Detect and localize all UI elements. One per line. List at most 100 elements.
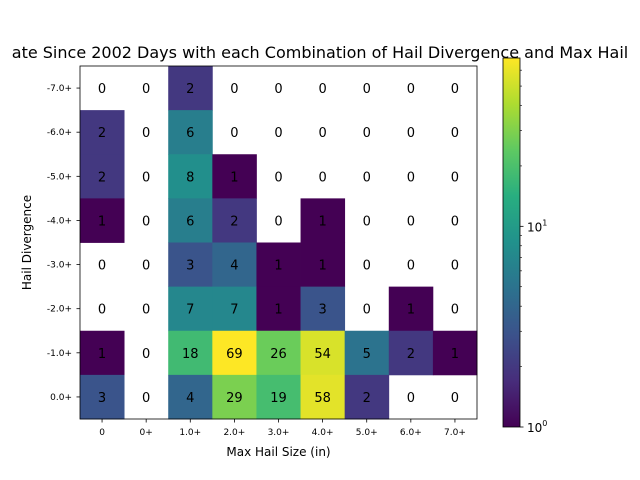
x-tick-label: 7.0+	[444, 428, 466, 438]
cell-value-labels: 0 0 2 0 0 0 0 0 02 0 6 0 0 0 0 0 02 0 8 1 0 0 0 0 01 0 6 2 0 1 0 0 00 0 3 4…	[98, 82, 459, 406]
cell-value-label: 0	[451, 259, 459, 274]
heatmap-cell	[212, 374, 257, 420]
heatmap-cell	[80, 154, 125, 199]
cell-value-label: 1	[451, 347, 459, 362]
y-tick-label: -1.0+	[47, 349, 72, 359]
cell-value-label: 19	[270, 391, 287, 406]
heatmap-cell	[80, 110, 125, 155]
heatmap-cell	[168, 154, 213, 199]
cell-value-label: 0	[98, 303, 106, 318]
cell-value-label: 0	[363, 303, 371, 318]
x-axis-label: Max Hail Size (in)	[226, 445, 330, 459]
cell-value-label: 0	[451, 303, 459, 318]
x-tick-label: 4.0+	[312, 428, 334, 438]
cell-value-label: 3	[318, 303, 326, 318]
cell-value-label: 2	[98, 126, 106, 141]
cell-value-label: 58	[314, 391, 331, 406]
colorbar-tick-label: 101	[527, 218, 547, 234]
x-tick-label: 1.0+	[179, 428, 201, 438]
cell-value-label: 0	[230, 126, 238, 141]
y-tick-label: -2.0+	[47, 305, 72, 315]
y-tick-label: -4.0+	[47, 216, 72, 226]
cell-value-label: 0	[363, 214, 371, 229]
cell-value-label: 0	[407, 259, 415, 274]
cell-value-label: 0	[407, 126, 415, 141]
cell-value-label: 2	[186, 82, 194, 97]
y-tick-label: -5.0+	[47, 172, 72, 182]
heatmap-cell	[300, 198, 346, 243]
cell-value-label: 1	[274, 259, 282, 274]
heatmap-cell	[256, 286, 301, 332]
y-tick-label: 0.0+	[50, 393, 72, 403]
cell-value-label: 0	[142, 82, 150, 97]
y-tick-label: -7.0+	[47, 84, 72, 94]
heatmap-cell	[80, 374, 125, 420]
x-tick-label: 5.0+	[356, 428, 378, 438]
colorbar-frame	[502, 57, 521, 428]
cell-value-label: 26	[270, 347, 287, 362]
x-tick-label: 6.0+	[400, 428, 422, 438]
heatmap-cell	[168, 110, 213, 155]
cell-value-label: 0	[142, 214, 150, 229]
cell-value-label: 6	[186, 126, 194, 141]
cell-value-label: 0	[98, 82, 106, 97]
cell-value-label: 0	[363, 259, 371, 274]
y-axis-label: Hail Divergence	[20, 195, 34, 290]
cell-value-label: 54	[314, 347, 331, 362]
heatmap-cell	[168, 198, 213, 243]
cell-value-label: 0	[318, 82, 326, 97]
cell-value-label: 0	[407, 82, 415, 97]
cell-value-label: 69	[226, 347, 243, 362]
heatmap-cell	[168, 330, 213, 376]
chart-title: ate Since 2002 Days with each Combinatio…	[12, 43, 628, 62]
cell-value-label: 1	[98, 347, 106, 362]
cell-value-label: 8	[186, 170, 194, 185]
cell-value-label: 0	[363, 126, 371, 141]
heatmap-cell	[388, 330, 434, 376]
heatmap-cell	[432, 330, 478, 376]
cell-value-label: 0	[274, 126, 282, 141]
cell-value-label: 1	[274, 303, 282, 318]
cell-value-label: 7	[186, 303, 194, 318]
cell-value-label: 0	[451, 214, 459, 229]
cell-value-label: 2	[407, 347, 415, 362]
heatmap-cell	[300, 374, 346, 420]
cell-value-label: 0	[142, 259, 150, 274]
cell-value-label: 1	[318, 214, 326, 229]
cell-value-label: 2	[230, 214, 238, 229]
y-axis-ticks: -7.0+ -6.0+ -5.0+ -4.0+ -3.0+ -2.0+ -1.0+ 0.0+	[47, 84, 80, 403]
heatmap-cell	[168, 66, 213, 111]
cell-value-label: 29	[226, 391, 243, 406]
heatmap-cell	[256, 242, 301, 288]
cell-value-label: 0	[274, 170, 282, 185]
heatmap-cell	[344, 374, 390, 420]
cell-value-label: 1	[230, 170, 238, 185]
y-tick-label: -6.0+	[47, 128, 72, 138]
heatmap-cell	[168, 374, 213, 420]
cell-value-label: 0	[274, 214, 282, 229]
y-tick-label: -3.0+	[47, 261, 72, 271]
cell-value-label: 0	[363, 170, 371, 185]
heatmap-cell	[300, 286, 346, 332]
cell-value-label: 5	[363, 347, 371, 362]
x-tick-label: 3.0+	[268, 428, 290, 438]
heatmap-cell	[212, 286, 257, 332]
cell-value-label: 0	[451, 170, 459, 185]
cell-value-label: 0	[142, 391, 150, 406]
cell-value-label: 4	[230, 259, 238, 274]
cell-value-label: 0	[451, 126, 459, 141]
heatmap-cells	[80, 66, 478, 420]
heatmap-cell	[256, 330, 301, 376]
cell-value-label: 2	[363, 391, 371, 406]
colorbar-tick-label: 100	[527, 419, 547, 435]
x-tick-label: 0+	[140, 428, 153, 438]
cell-value-label: 0	[318, 170, 326, 185]
cell-value-label: 3	[186, 259, 194, 274]
heatmap-cell	[256, 374, 301, 420]
cell-value-label: 0	[363, 82, 371, 97]
heatmap-cell	[168, 242, 213, 288]
cell-value-label: 0	[274, 82, 282, 97]
x-axis-ticks: 0 0+ 1.0+ 2.0+ 3.0+ 4.0+ 5.0+ 6.0+ 7.0+	[99, 419, 466, 438]
cell-value-label: 0	[142, 170, 150, 185]
x-tick-label: 2.0+	[223, 428, 245, 438]
